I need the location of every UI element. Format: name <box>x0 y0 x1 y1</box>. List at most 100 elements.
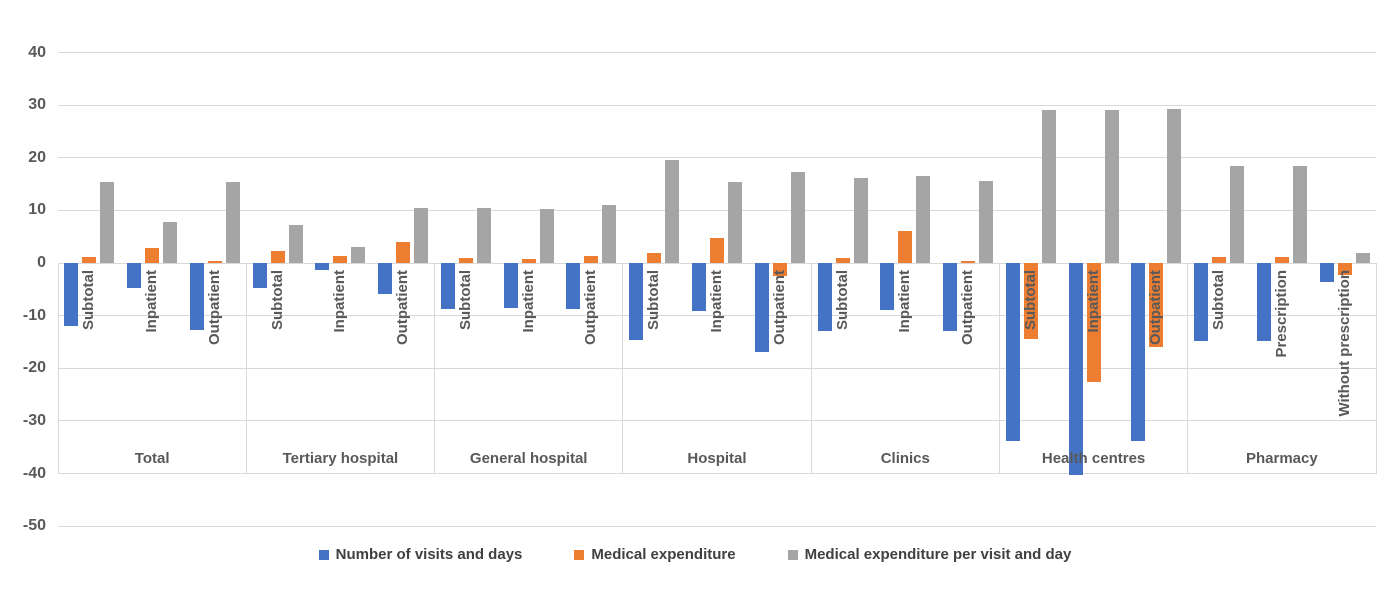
bar-medical-expenditure <box>584 256 599 263</box>
legend-swatch-icon <box>318 549 329 560</box>
bar-number-of-visits-and-days <box>1194 263 1209 341</box>
subcategory-label: Inpatient <box>519 270 537 333</box>
bar-medical-expenditure <box>1274 257 1289 263</box>
bar-number-of-visits-and-days <box>1319 263 1334 282</box>
y-tick-label: -50 <box>22 517 46 535</box>
y-tick-label: -30 <box>22 411 46 429</box>
bar-medical-expenditure <box>333 256 348 263</box>
subcategory-label: Subtotal <box>456 270 474 330</box>
bar-medical-expenditure <box>835 258 850 263</box>
bar-medical-expenditure-per-visit-and-day <box>476 207 491 263</box>
y-tick-label: 40 <box>28 43 46 61</box>
bar-number-of-visits-and-days <box>754 263 769 353</box>
bar-number-of-visits-and-days <box>64 263 79 327</box>
bar-medical-expenditure-per-visit-and-day <box>1230 166 1245 263</box>
group-label: Hospital <box>687 450 747 468</box>
subcategory-label: Inpatient <box>143 270 161 333</box>
y-tick-label: -20 <box>22 359 46 377</box>
gridline <box>58 209 1376 211</box>
bar-number-of-visits-and-days <box>692 263 706 312</box>
y-tick-label: 0 <box>37 254 46 271</box>
group-label: Clinics <box>880 450 930 468</box>
bar-medical-expenditure-per-visit-and-day <box>1355 253 1370 263</box>
subcategory-label: Subtotal <box>833 270 851 330</box>
category-separator <box>810 263 812 474</box>
subcategory-label: Outpatient <box>959 270 977 345</box>
subcategory-label: Inpatient <box>896 270 914 333</box>
bar-medical-expenditure-per-visit-and-day <box>916 175 931 263</box>
bar-medical-expenditure-per-visit-and-day <box>1292 166 1307 263</box>
gridline <box>58 367 1376 369</box>
bar-medical-expenditure <box>710 238 724 263</box>
bar-medical-expenditure-per-visit-and-day <box>225 181 240 263</box>
bar-medical-expenditure-per-visit-and-day <box>1104 110 1119 263</box>
bar-medical-expenditure-per-visit-and-day <box>602 205 617 263</box>
bar-medical-expenditure <box>1212 257 1227 263</box>
gridline <box>58 525 1376 527</box>
gridline <box>58 473 1376 474</box>
gridline <box>58 315 1376 317</box>
group-label: Total <box>134 450 170 468</box>
category-separator <box>434 263 436 474</box>
subcategory-label: Subtotal <box>1021 270 1039 330</box>
bar-medical-expenditure <box>396 242 411 263</box>
bar-medical-expenditure <box>961 261 976 263</box>
bar-medical-expenditure <box>458 257 473 263</box>
bar-medical-expenditure <box>270 250 285 263</box>
bar-medical-expenditure <box>207 260 222 263</box>
legend-swatch-icon <box>787 549 798 560</box>
subcategory-label: Subtotal <box>645 270 663 330</box>
y-tick-label: 20 <box>28 148 46 166</box>
bar-medical-expenditure-per-visit-and-day <box>414 208 429 263</box>
bar-number-of-visits-and-days <box>817 263 832 332</box>
category-separator <box>622 263 624 474</box>
legend-label: Medical expenditure per visit and day <box>804 546 1072 563</box>
bar-number-of-visits-and-days <box>189 263 204 331</box>
legend-label: Medical expenditure <box>591 546 736 563</box>
subcategory-label: Outpatient <box>394 270 412 345</box>
gridline <box>58 52 1376 53</box>
category-separator <box>1375 263 1377 474</box>
subcategory-label: Inpatient <box>708 270 725 333</box>
subcategory-label: Inpatient <box>1084 270 1102 333</box>
bar-number-of-visits-and-days <box>1005 263 1020 441</box>
gridline <box>58 262 1376 264</box>
subcategory-label: Inpatient <box>331 270 349 333</box>
gridline <box>58 157 1376 159</box>
bar-medical-expenditure <box>647 253 662 263</box>
bar-number-of-visits-and-days <box>566 263 581 309</box>
legend-item: Number of visits and days <box>318 546 522 563</box>
bar-medical-expenditure-per-visit-and-day <box>853 178 868 263</box>
bar-number-of-visits-and-days <box>1131 263 1146 441</box>
legend-item: Medical expenditure <box>574 546 736 563</box>
bar-medical-expenditure-per-visit-and-day <box>351 247 366 263</box>
bar-medical-expenditure-per-visit-and-day <box>665 160 680 263</box>
group-label: Pharmacy <box>1245 450 1318 468</box>
bar-number-of-visits-and-days <box>315 263 330 271</box>
bar-medical-expenditure-per-visit-and-day <box>1167 109 1182 263</box>
category-separator <box>245 263 247 474</box>
bar-number-of-visits-and-days <box>629 263 644 340</box>
subcategory-label: Prescription <box>1272 270 1290 358</box>
bar-number-of-visits-and-days <box>880 263 895 310</box>
category-separator <box>998 263 1000 474</box>
bar-medical-expenditure <box>1023 263 1038 340</box>
gridline <box>58 104 1376 106</box>
category-separator <box>57 263 59 474</box>
bar-number-of-visits-and-days <box>1068 263 1083 476</box>
y-tick-label: 10 <box>28 201 46 219</box>
bar-medical-expenditure-per-visit-and-day <box>163 222 178 263</box>
category-separator <box>1187 263 1189 474</box>
group-label: Health centres <box>1041 450 1146 468</box>
bar-medical-expenditure <box>145 248 160 263</box>
bar-number-of-visits-and-days <box>440 263 455 309</box>
y-tick-label: -10 <box>22 306 46 324</box>
bar-medical-expenditure <box>1337 263 1352 275</box>
bar-number-of-visits-and-days <box>943 263 958 332</box>
bar-medical-expenditure-per-visit-and-day <box>979 180 994 263</box>
legend-item: Medical expenditure per visit and day <box>787 546 1072 563</box>
subcategory-label: Outpatient <box>582 270 600 345</box>
subcategory-label: Without prescription <box>1335 270 1353 417</box>
subcategory-label: Outpatient <box>1147 270 1165 345</box>
